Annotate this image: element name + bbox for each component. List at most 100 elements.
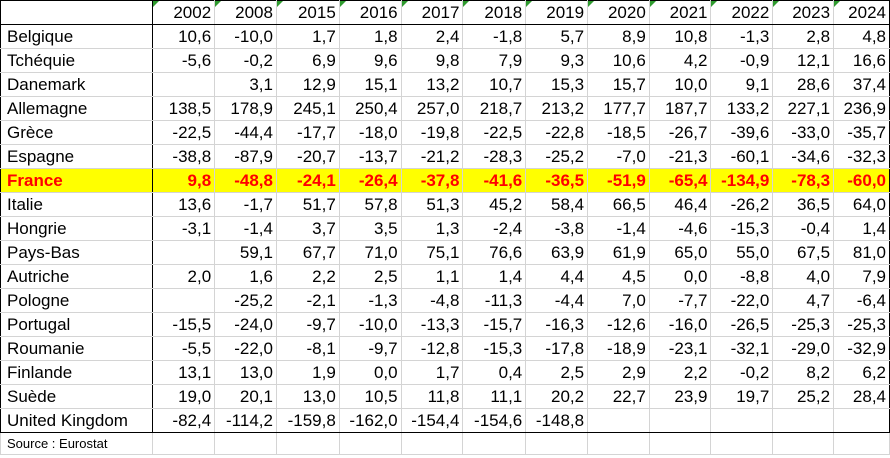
value-cell[interactable]: -162,0 (338, 408, 402, 433)
empty-cell[interactable] (587, 432, 650, 455)
value-cell[interactable]: 75,1 (400, 240, 464, 265)
value-cell[interactable]: 2,0 (152, 264, 216, 289)
value-cell[interactable]: 65,0 (648, 240, 712, 265)
empty-cell[interactable] (275, 432, 340, 455)
value-cell[interactable]: -22,5 (152, 120, 216, 145)
value-cell[interactable]: -18,5 (587, 120, 650, 145)
value-cell[interactable]: 236,9 (833, 96, 890, 121)
value-cell[interactable]: -7,7 (648, 288, 712, 313)
value-cell[interactable]: -19,8 (400, 120, 464, 145)
year-header-cell[interactable]: 2015 (275, 0, 340, 25)
value-cell[interactable]: -21,3 (648, 144, 712, 169)
value-cell[interactable]: 138,5 (152, 96, 216, 121)
value-cell[interactable] (152, 240, 216, 265)
country-name-cell[interactable]: France (0, 168, 154, 193)
country-name-cell[interactable]: Grèce (0, 120, 154, 145)
value-cell[interactable]: 16,6 (833, 48, 890, 73)
value-cell[interactable]: 178,9 (214, 96, 277, 121)
value-cell[interactable]: -34,6 (772, 144, 835, 169)
year-header-cell[interactable]: 2023 (772, 0, 835, 25)
value-cell[interactable]: -10,0 (214, 24, 277, 49)
value-cell[interactable]: 25,2 (772, 384, 835, 409)
corner-cell[interactable] (0, 0, 154, 25)
value-cell[interactable]: -0,4 (772, 216, 835, 241)
value-cell[interactable] (152, 72, 216, 97)
value-cell[interactable]: -23,1 (648, 336, 712, 361)
value-cell[interactable]: 1,8 (338, 24, 402, 49)
value-cell[interactable]: 15,1 (338, 72, 402, 97)
value-cell[interactable]: 64,0 (833, 192, 890, 217)
value-cell[interactable]: 10,8 (648, 24, 712, 49)
value-cell[interactable]: 7,9 (462, 48, 527, 73)
value-cell[interactable]: 1,7 (400, 360, 464, 385)
value-cell[interactable]: -17,8 (525, 336, 589, 361)
value-cell[interactable]: -32,1 (710, 336, 774, 361)
value-cell[interactable]: -6,4 (833, 288, 890, 313)
value-cell[interactable]: 13,0 (214, 360, 277, 385)
value-cell[interactable]: -24,1 (275, 168, 340, 193)
year-header-cell[interactable]: 2024 (833, 0, 890, 25)
value-cell[interactable]: 245,1 (275, 96, 340, 121)
value-cell[interactable]: 9,1 (710, 72, 774, 97)
value-cell[interactable]: 1,1 (400, 264, 464, 289)
value-cell[interactable]: 0,0 (648, 264, 712, 289)
value-cell[interactable]: -4,6 (648, 216, 712, 241)
year-header-cell[interactable]: 2019 (525, 0, 589, 25)
value-cell[interactable]: -82,4 (152, 408, 216, 433)
value-cell[interactable]: 1,4 (462, 264, 527, 289)
value-cell[interactable]: 57,8 (338, 192, 402, 217)
country-name-cell[interactable]: Belgique (0, 24, 154, 49)
value-cell[interactable]: 9,8 (152, 168, 216, 193)
value-cell[interactable]: -1,4 (587, 216, 650, 241)
value-cell[interactable]: 28,6 (772, 72, 835, 97)
value-cell[interactable]: 133,2 (710, 96, 774, 121)
value-cell[interactable]: 257,0 (400, 96, 464, 121)
value-cell[interactable]: -15,5 (152, 312, 216, 337)
country-name-cell[interactable]: United Kingdom (0, 408, 154, 433)
value-cell[interactable]: 58,4 (525, 192, 589, 217)
value-cell[interactable]: -60,1 (710, 144, 774, 169)
value-cell[interactable]: 81,0 (833, 240, 890, 265)
value-cell[interactable]: -2,1 (275, 288, 340, 313)
value-cell[interactable]: -35,7 (833, 120, 890, 145)
value-cell[interactable]: 177,7 (587, 96, 650, 121)
value-cell[interactable]: 2,9 (587, 360, 650, 385)
country-name-cell[interactable]: Tchéquie (0, 48, 154, 73)
value-cell[interactable]: -15,3 (462, 336, 527, 361)
value-cell[interactable]: 66,5 (587, 192, 650, 217)
value-cell[interactable]: 9,3 (525, 48, 589, 73)
value-cell[interactable]: 4,8 (833, 24, 890, 49)
value-cell[interactable]: 5,7 (525, 24, 589, 49)
value-cell[interactable]: 1,4 (833, 216, 890, 241)
value-cell[interactable]: 213,2 (525, 96, 589, 121)
value-cell[interactable]: -41,6 (462, 168, 527, 193)
country-name-cell[interactable]: Suède (0, 384, 154, 409)
country-name-cell[interactable]: Danemark (0, 72, 154, 97)
value-cell[interactable]: -15,7 (462, 312, 527, 337)
value-cell[interactable]: -26,2 (710, 192, 774, 217)
value-cell[interactable]: -4,4 (525, 288, 589, 313)
value-cell[interactable]: -25,2 (214, 288, 277, 313)
value-cell[interactable]: -13,3 (400, 312, 464, 337)
country-name-cell[interactable]: Hongrie (0, 216, 154, 241)
value-cell[interactable]: -25,3 (772, 312, 835, 337)
value-cell[interactable] (833, 408, 890, 433)
value-cell[interactable]: -8,1 (275, 336, 340, 361)
year-header-cell[interactable]: 2022 (710, 0, 774, 25)
empty-cell[interactable] (648, 432, 712, 455)
country-name-cell[interactable]: Finlande (0, 360, 154, 385)
value-cell[interactable]: -148,8 (525, 408, 589, 433)
value-cell[interactable]: 2,8 (772, 24, 835, 49)
empty-cell[interactable] (462, 432, 527, 455)
value-cell[interactable]: 71,0 (338, 240, 402, 265)
value-cell[interactable]: -8,8 (710, 264, 774, 289)
value-cell[interactable]: 4,2 (648, 48, 712, 73)
value-cell[interactable]: -159,8 (275, 408, 340, 433)
value-cell[interactable]: 187,7 (648, 96, 712, 121)
value-cell[interactable]: -13,7 (338, 144, 402, 169)
value-cell[interactable]: -22,0 (214, 336, 277, 361)
year-header-cell[interactable]: 2002 (152, 0, 216, 25)
value-cell[interactable]: -38,8 (152, 144, 216, 169)
value-cell[interactable]: -16,0 (648, 312, 712, 337)
value-cell[interactable]: 6,9 (275, 48, 340, 73)
